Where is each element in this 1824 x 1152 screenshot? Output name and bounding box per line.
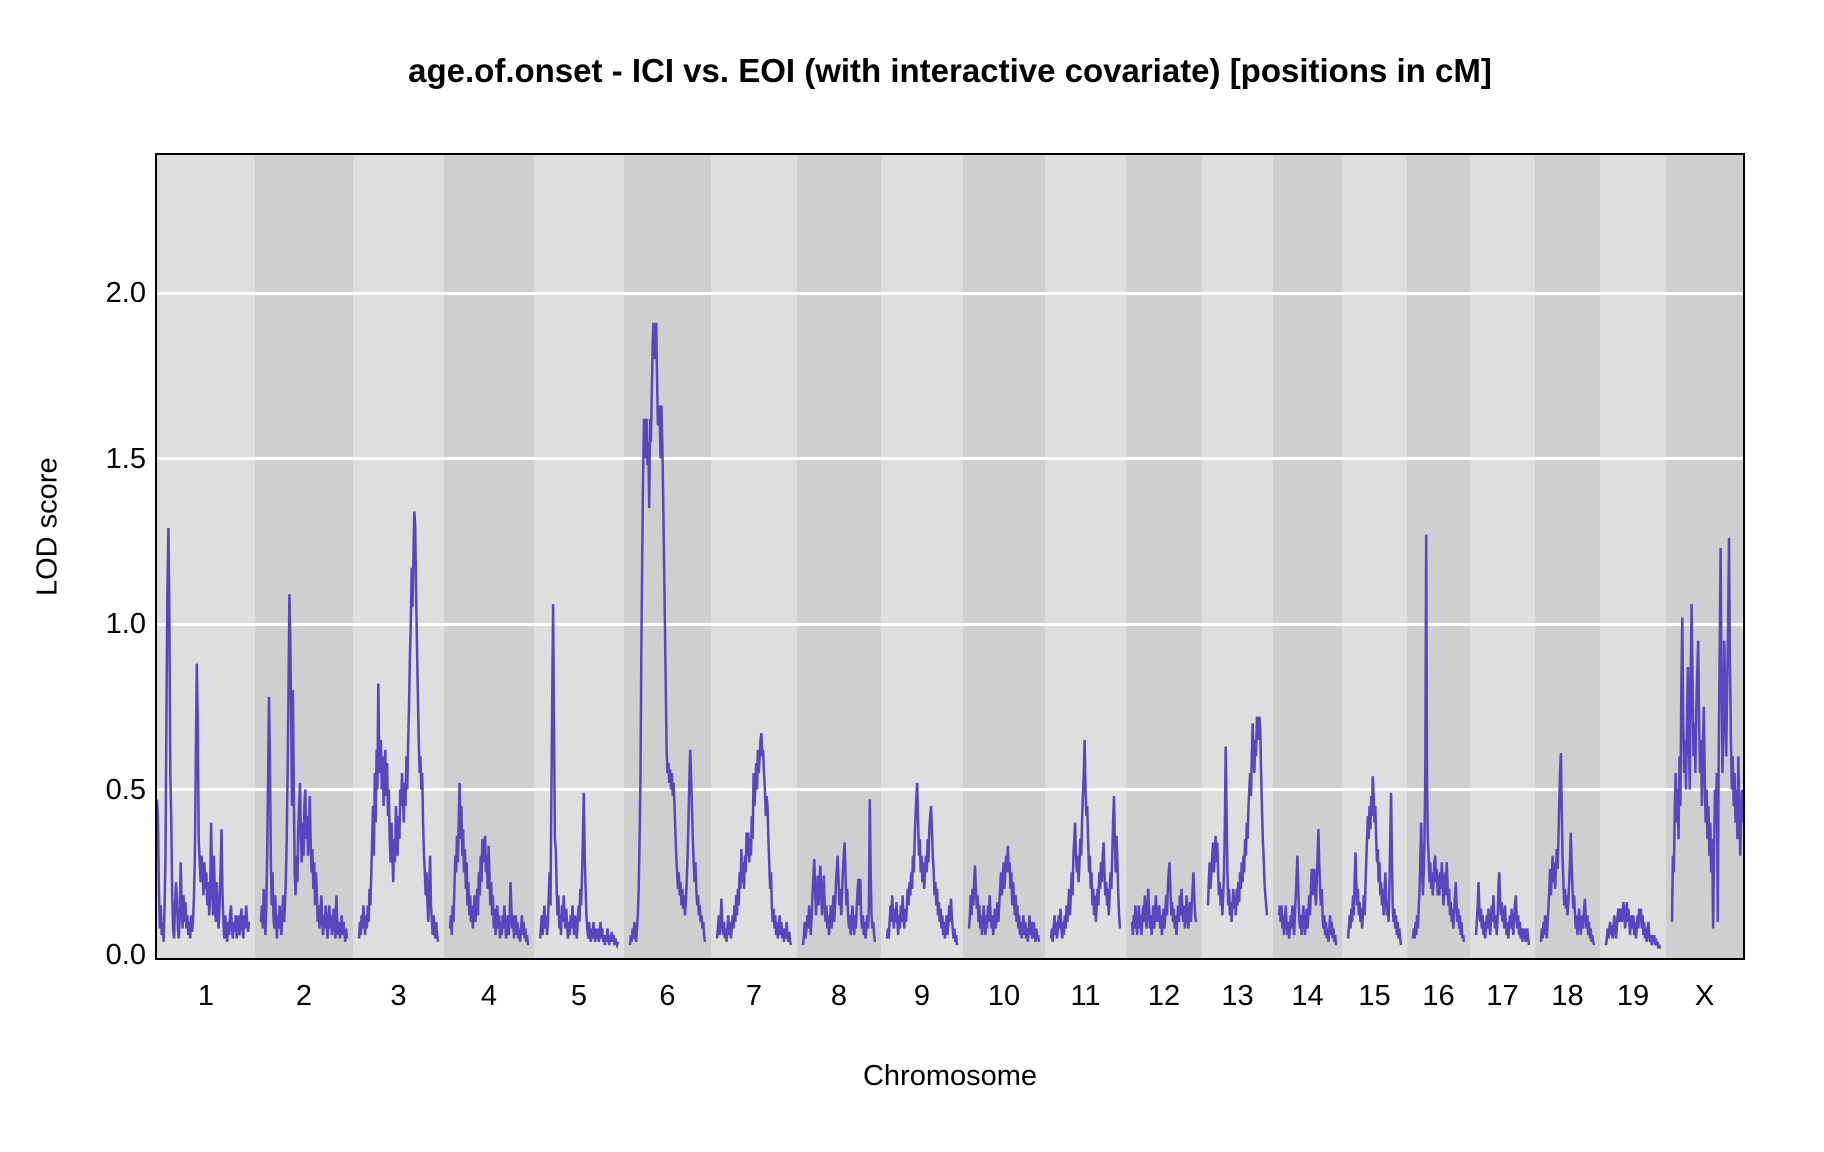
y-axis-title: LOD score bbox=[31, 457, 64, 596]
x-tick-label-chr-1: 1 bbox=[197, 980, 215, 1012]
x-tick-label-chr-16: 16 bbox=[1422, 980, 1455, 1012]
lod-trace-chr-15 bbox=[1346, 776, 1403, 946]
lod-trace-chr-8 bbox=[801, 799, 877, 946]
y-tick-label-1.5: 1.5 bbox=[105, 442, 146, 475]
lod-trace-chr-5 bbox=[538, 604, 620, 950]
lod-traces bbox=[157, 322, 1743, 950]
chromosome-band-16 bbox=[1407, 155, 1471, 958]
x-tick-label-chr-13: 13 bbox=[1221, 980, 1254, 1012]
y-tick-label-0.0: 0.0 bbox=[105, 939, 146, 971]
chromosome-band-8 bbox=[797, 155, 882, 958]
x-axis-title: Chromosome bbox=[862, 1060, 1038, 1092]
lod-trace-chr-3 bbox=[357, 511, 440, 942]
chromosome-band-12 bbox=[1126, 155, 1203, 958]
lod-trace-chr-14 bbox=[1277, 829, 1338, 946]
x-tick-label-chr-3: 3 bbox=[390, 980, 407, 1012]
x-tick-label-chr-4: 4 bbox=[480, 980, 498, 1012]
lod-trace-chr-18 bbox=[1539, 753, 1596, 946]
gridline-1.0 bbox=[157, 622, 1743, 626]
plot-area bbox=[155, 153, 1745, 960]
gridlines-layer bbox=[157, 155, 1743, 958]
lod-trace-chr-1 bbox=[157, 527, 251, 942]
x-tick-label-chr-14: 14 bbox=[1291, 980, 1324, 1012]
lod-trace-chr-17 bbox=[1474, 872, 1531, 946]
gridline-1.5 bbox=[157, 457, 1743, 460]
y-tick-label-1.0: 1.0 bbox=[105, 608, 146, 640]
lod-trace-chr-2 bbox=[259, 594, 349, 942]
x-tick-label-chr-18: 18 bbox=[1551, 980, 1584, 1012]
lod-trace-chr-12 bbox=[1130, 862, 1198, 936]
gridline-2.0 bbox=[157, 291, 1743, 295]
lod-trace-chr-13 bbox=[1206, 716, 1269, 922]
x-tick-label-chr-11: 11 bbox=[1070, 980, 1101, 1012]
x-tick-label-chr-7: 7 bbox=[745, 980, 763, 1012]
lod-trace-chr-10 bbox=[967, 845, 1041, 942]
lod-trace-chr-6 bbox=[628, 322, 707, 946]
chart-title: age.of.onset - ICI vs. EOI (with interac… bbox=[408, 52, 1492, 89]
x-tick-label-chr-5: 5 bbox=[570, 980, 588, 1012]
lod-trace-chr-X bbox=[1670, 537, 1743, 929]
lod-trace-chr-16 bbox=[1411, 534, 1466, 942]
y-tick-label-2.0: 2.0 bbox=[105, 277, 146, 309]
lod-trace-chr-4 bbox=[448, 782, 530, 946]
chromosome-band-19 bbox=[1600, 155, 1667, 958]
chromosome-band-18 bbox=[1535, 155, 1601, 958]
x-tick-label-chr-8: 8 bbox=[830, 980, 848, 1012]
x-tick-label-chr-9: 9 bbox=[913, 980, 931, 1012]
x-tick-label-chr-X: X bbox=[1694, 980, 1715, 1012]
gridline-0.5 bbox=[157, 788, 1743, 791]
chromosome-band-1 bbox=[157, 155, 256, 958]
chromosome-band-14 bbox=[1273, 155, 1343, 958]
x-tick-label-chr-12: 12 bbox=[1147, 980, 1181, 1012]
chromosome-band-7 bbox=[711, 155, 798, 958]
lod-trace-chr-11 bbox=[1049, 739, 1122, 942]
y-tick-label-0.5: 0.5 bbox=[105, 773, 146, 806]
lod-trace-chr-19 bbox=[1604, 901, 1662, 949]
x-tick-label-chr-17: 17 bbox=[1486, 980, 1519, 1012]
lod-trace-chr-9 bbox=[885, 782, 959, 946]
chromosome-band-10 bbox=[963, 155, 1046, 958]
chromosome-band-9 bbox=[881, 155, 964, 958]
chromosome-band-17 bbox=[1470, 155, 1536, 958]
x-tick-label-chr-2: 2 bbox=[295, 980, 313, 1012]
x-tick-label-chr-19: 19 bbox=[1616, 980, 1650, 1012]
lod-trace-chr-7 bbox=[715, 733, 793, 946]
x-tick-label-chr-10: 10 bbox=[987, 980, 1021, 1012]
x-tick-label-chr-15: 15 bbox=[1358, 980, 1391, 1012]
chromosome-band-5 bbox=[534, 155, 625, 958]
x-tick-label-chr-6: 6 bbox=[659, 980, 676, 1012]
